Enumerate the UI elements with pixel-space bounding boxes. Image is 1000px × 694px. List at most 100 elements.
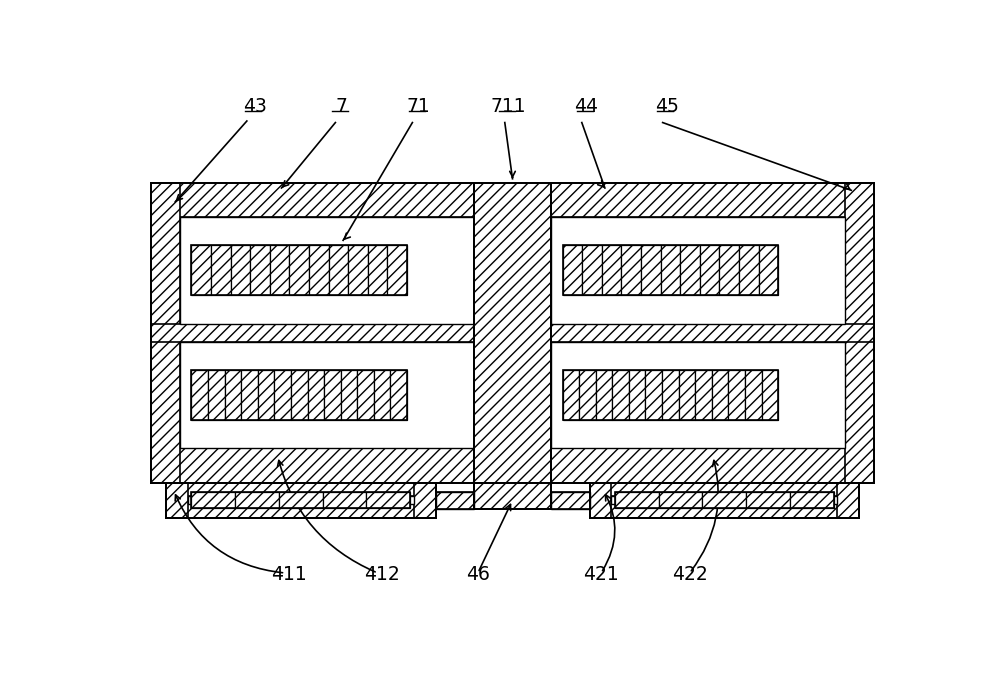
Bar	[719, 246, 739, 296]
Bar	[151, 448, 474, 483]
Bar	[208, 370, 225, 420]
Bar	[551, 183, 874, 483]
Bar	[551, 323, 874, 342]
Text: 711: 711	[491, 97, 526, 117]
Bar	[551, 448, 874, 483]
Bar	[279, 492, 323, 508]
Bar	[563, 246, 778, 296]
Bar	[368, 246, 387, 296]
Bar	[191, 370, 407, 420]
Bar	[348, 246, 368, 296]
Bar	[188, 496, 414, 505]
Bar	[621, 246, 641, 296]
Bar	[602, 246, 621, 296]
Text: 7: 7	[336, 97, 347, 117]
Bar	[551, 492, 590, 509]
Bar	[615, 492, 659, 508]
Bar	[695, 370, 712, 420]
Bar	[563, 246, 582, 296]
Bar	[329, 246, 348, 296]
Bar	[274, 370, 291, 420]
Bar	[551, 183, 874, 217]
Text: 412: 412	[364, 565, 399, 584]
Bar	[231, 246, 250, 296]
Bar	[612, 370, 629, 420]
Bar	[308, 370, 324, 420]
Bar	[191, 246, 407, 296]
Bar	[739, 246, 759, 296]
Bar	[590, 496, 859, 518]
Bar	[211, 246, 231, 296]
Bar	[680, 246, 700, 296]
Bar	[151, 183, 180, 483]
Bar	[563, 370, 579, 420]
Bar	[662, 370, 679, 420]
Bar	[250, 246, 270, 296]
Bar	[166, 483, 436, 518]
Bar	[551, 492, 590, 509]
Bar	[759, 246, 778, 296]
Bar	[390, 370, 407, 420]
Bar	[700, 246, 719, 296]
Bar	[629, 370, 645, 420]
Bar	[659, 492, 702, 508]
Bar	[837, 483, 859, 518]
Bar	[289, 246, 309, 296]
Bar	[645, 370, 662, 420]
Bar	[357, 370, 374, 420]
Bar	[590, 483, 859, 505]
Bar	[474, 183, 551, 483]
Bar	[191, 492, 410, 508]
Bar	[551, 342, 845, 448]
Bar	[235, 492, 279, 508]
Bar	[366, 492, 410, 508]
Bar	[436, 492, 474, 509]
Bar	[151, 183, 474, 217]
Bar	[341, 370, 357, 420]
Text: 43: 43	[243, 97, 266, 117]
Text: 411: 411	[271, 565, 307, 584]
Bar	[679, 370, 695, 420]
Text: 44: 44	[574, 97, 598, 117]
Bar	[845, 183, 874, 483]
Bar	[151, 323, 474, 342]
Bar	[323, 492, 366, 508]
Bar	[728, 370, 745, 420]
Bar	[474, 183, 551, 483]
Bar	[241, 370, 258, 420]
Bar	[180, 217, 474, 323]
Bar	[191, 246, 211, 296]
Bar	[180, 342, 474, 448]
Bar	[661, 246, 680, 296]
Bar	[166, 483, 188, 518]
Bar	[324, 370, 341, 420]
Bar	[270, 246, 289, 296]
Bar	[414, 483, 436, 518]
Bar	[258, 370, 274, 420]
Bar	[790, 492, 834, 508]
Bar	[191, 492, 235, 508]
Bar	[166, 496, 436, 518]
Text: 45: 45	[655, 97, 678, 117]
Bar	[596, 370, 612, 420]
Bar	[563, 370, 778, 420]
Bar	[712, 370, 728, 420]
Bar	[191, 370, 208, 420]
Bar	[590, 483, 859, 518]
Text: 46: 46	[466, 565, 490, 584]
Bar	[746, 492, 790, 508]
Bar	[579, 370, 596, 420]
Text: 421: 421	[583, 565, 619, 584]
Bar	[474, 483, 551, 509]
Text: 71: 71	[407, 97, 430, 117]
Bar	[436, 492, 474, 509]
Bar	[702, 492, 746, 508]
Bar	[474, 483, 551, 509]
Bar	[745, 370, 762, 420]
Bar	[582, 246, 602, 296]
Bar	[151, 183, 474, 483]
Bar	[611, 496, 837, 505]
Bar	[641, 246, 661, 296]
Bar	[615, 492, 834, 508]
Bar	[762, 370, 778, 420]
